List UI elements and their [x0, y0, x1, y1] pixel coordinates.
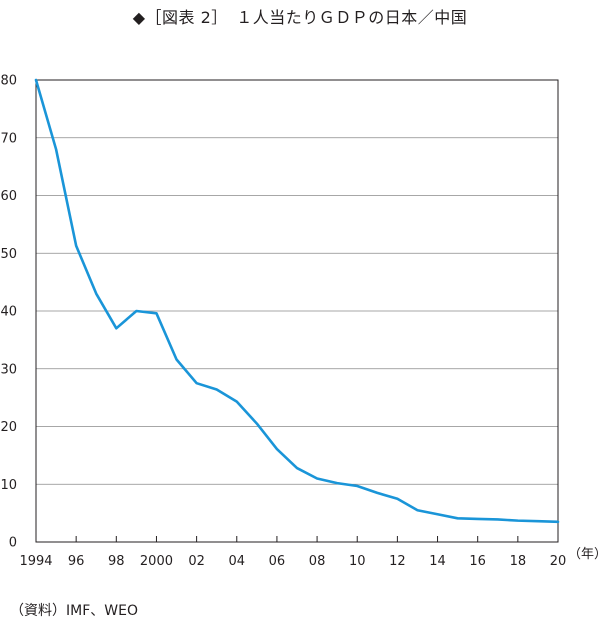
series-line-0 [34, 78, 560, 524]
y-tick-label: 60 [0, 189, 17, 204]
x-tick-label: 08 [309, 554, 326, 569]
x-tick-label: 18 [510, 554, 527, 569]
x-tick-label: 16 [469, 554, 486, 569]
x-tick-label: 1994 [19, 554, 52, 569]
x-tick-label: 20 [550, 554, 567, 569]
x-tick-label: 96 [68, 554, 85, 569]
x-tick-label: 98 [108, 554, 125, 569]
x-axis-unit-label: （年） [568, 547, 600, 562]
y-tick-label: 30 [0, 362, 17, 377]
x-tick-label: 14 [429, 554, 446, 569]
x-tick-label: 2000 [140, 554, 173, 569]
x-tick-label: 12 [389, 554, 406, 569]
x-tick-label: 06 [269, 554, 286, 569]
series-layer [34, 78, 560, 524]
y-tick-label: 40 [0, 305, 17, 320]
y-tick-label: 10 [0, 478, 17, 493]
source-note: （資料）IMF、WEO [10, 603, 138, 619]
y-tick-label: 80 [0, 74, 17, 89]
y-tick-label: 0 [9, 536, 17, 551]
x-tick-label: 10 [349, 554, 366, 569]
y-axis-ticks: 0 10 20 30 40 50 60 70 80 [0, 74, 17, 551]
y-tick-label: 50 [0, 247, 17, 262]
chart-title: ◆［図表 2］ １人当たりＧＤＰの日本／中国 [132, 8, 468, 27]
plot-frame [35, 79, 559, 543]
x-axis-ticks: 1994 96 98 2000 02 04 06 08 10 12 14 16 18 20 [19, 536, 566, 569]
x-tick-label: 02 [188, 554, 205, 569]
y-tick-label: 20 [0, 420, 17, 435]
x-tick-label: 04 [228, 554, 245, 569]
y-tick-label: 70 [0, 131, 17, 146]
grid-lines [36, 137, 558, 485]
